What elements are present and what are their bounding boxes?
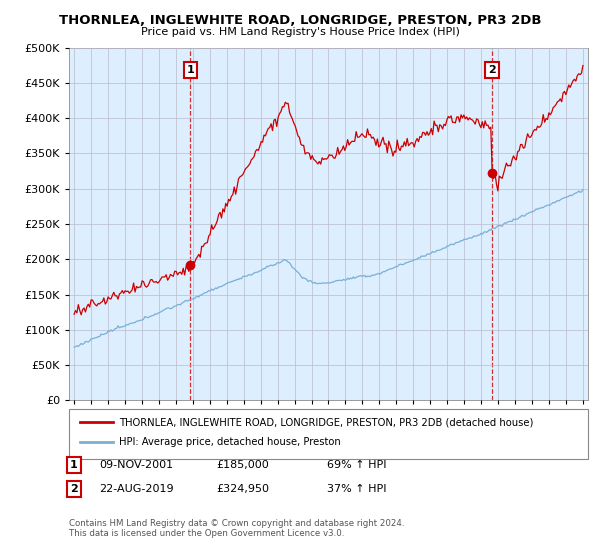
Text: 37% ↑ HPI: 37% ↑ HPI bbox=[327, 484, 386, 494]
Text: 22-AUG-2019: 22-AUG-2019 bbox=[99, 484, 173, 494]
Text: £185,000: £185,000 bbox=[216, 460, 269, 470]
Text: HPI: Average price, detached house, Preston: HPI: Average price, detached house, Pres… bbox=[119, 437, 341, 447]
Text: Contains HM Land Registry data © Crown copyright and database right 2024.
This d: Contains HM Land Registry data © Crown c… bbox=[69, 519, 404, 538]
Text: Price paid vs. HM Land Registry's House Price Index (HPI): Price paid vs. HM Land Registry's House … bbox=[140, 27, 460, 37]
Text: 1: 1 bbox=[187, 65, 194, 75]
Text: 2: 2 bbox=[488, 65, 496, 75]
Text: 09-NOV-2001: 09-NOV-2001 bbox=[99, 460, 173, 470]
Text: 69% ↑ HPI: 69% ↑ HPI bbox=[327, 460, 386, 470]
Text: £324,950: £324,950 bbox=[216, 484, 269, 494]
Text: 2: 2 bbox=[70, 484, 77, 494]
Text: THORNLEA, INGLEWHITE ROAD, LONGRIDGE, PRESTON, PR3 2DB: THORNLEA, INGLEWHITE ROAD, LONGRIDGE, PR… bbox=[59, 14, 541, 27]
Text: 1: 1 bbox=[70, 460, 77, 470]
Text: THORNLEA, INGLEWHITE ROAD, LONGRIDGE, PRESTON, PR3 2DB (detached house): THORNLEA, INGLEWHITE ROAD, LONGRIDGE, PR… bbox=[119, 417, 533, 427]
